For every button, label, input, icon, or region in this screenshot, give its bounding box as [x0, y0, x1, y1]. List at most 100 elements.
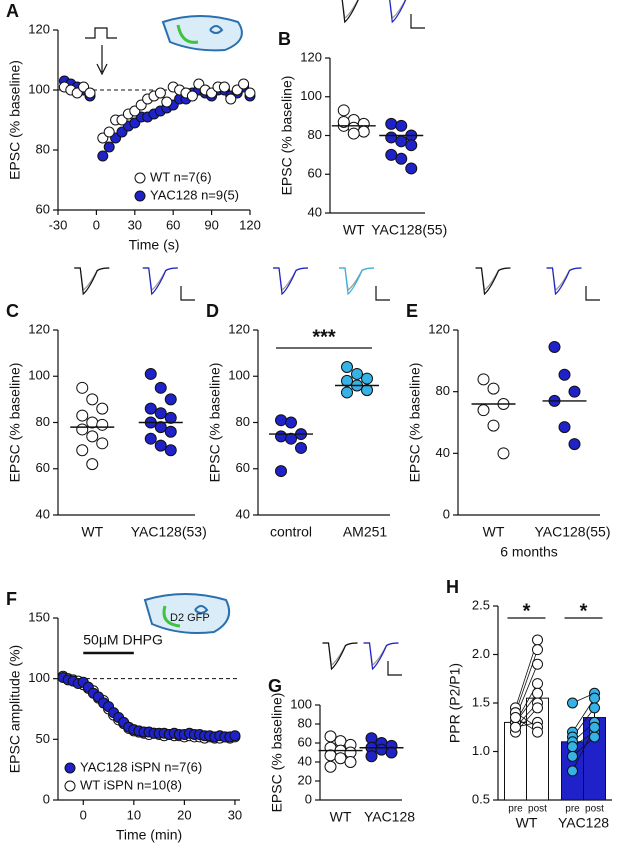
- y-axis-label: PPR (P2/P1): [447, 663, 463, 743]
- data-point: [285, 416, 297, 429]
- inset-label: D2 GFP: [170, 612, 210, 624]
- data-point: [144, 432, 157, 445]
- data-point: [558, 421, 571, 434]
- panel-label: A: [6, 1, 19, 21]
- y-tick-label: 80: [298, 715, 312, 730]
- data-point: [341, 361, 353, 373]
- y-tick-label: 2.5: [472, 597, 490, 612]
- y-tick-label: 120: [228, 321, 250, 336]
- y-tick-label: 0: [443, 506, 450, 521]
- data-point: [567, 697, 578, 709]
- legend-label: YAC128 iSPN n=7(6): [80, 759, 202, 774]
- x-tick-label: 10: [127, 807, 141, 822]
- x-tick-label: 90: [204, 217, 218, 232]
- data-point: [487, 382, 500, 395]
- legend-label: WT n=7(6): [150, 169, 212, 184]
- data-point: [532, 702, 543, 714]
- panel-label: B: [278, 29, 291, 49]
- y-tick-label: 150: [28, 609, 50, 624]
- data-point: [548, 340, 561, 353]
- scale-bar: [410, 14, 425, 29]
- data-point: [477, 373, 490, 386]
- x-tick-label: -30: [49, 217, 68, 232]
- data-point: [324, 760, 337, 773]
- trace: [322, 642, 358, 671]
- data-point: [76, 444, 89, 457]
- data-point: [154, 381, 167, 394]
- x-axis-label: 6 months: [500, 544, 558, 560]
- data-point: [395, 135, 408, 148]
- data-point: [337, 104, 350, 117]
- trace: [322, 642, 358, 667]
- trace: [74, 267, 110, 296]
- y-tick-label: 100: [290, 696, 312, 711]
- panel-label: E: [406, 301, 418, 321]
- x-tick-label: 0: [93, 217, 100, 232]
- data-point: [86, 430, 99, 443]
- y-tick-label: 1.5: [472, 694, 490, 709]
- x-tick-label: control: [270, 524, 312, 540]
- y-axis-label: EPSC (% baseline): [207, 363, 223, 483]
- data-point: [103, 126, 115, 138]
- data-point: [477, 404, 490, 417]
- trace: [142, 267, 178, 296]
- y-tick-label: 80: [436, 383, 450, 398]
- data-point: [97, 150, 109, 162]
- data-point: [532, 634, 543, 646]
- data-point: [497, 447, 510, 460]
- y-tick-label: 120: [28, 321, 50, 336]
- data-point: [589, 721, 600, 733]
- data-point: [324, 730, 337, 743]
- trace: [475, 267, 511, 296]
- x-tick-label: YAC128(55): [371, 222, 447, 238]
- data-point: [589, 692, 600, 704]
- data-point: [275, 430, 287, 443]
- y-tick-label: 40: [308, 204, 322, 219]
- data-point: [405, 139, 418, 152]
- trace: [341, 0, 359, 24]
- stimulus-arrow: [96, 45, 108, 76]
- data-point: [144, 367, 157, 380]
- x-tick-label: post: [585, 804, 604, 815]
- data-point: [229, 730, 241, 742]
- data-point: [532, 726, 543, 738]
- brain-inset: [143, 593, 230, 634]
- data-point: [76, 381, 89, 394]
- group-label: WT: [516, 815, 538, 831]
- trace: [273, 267, 309, 296]
- data-point: [341, 386, 353, 399]
- data-point: [365, 750, 378, 763]
- y-tick-label: 40: [298, 753, 312, 768]
- x-axis-label: Time (s): [129, 237, 180, 253]
- data-point: [487, 419, 500, 432]
- trace: [389, 0, 406, 20]
- data-point: [164, 411, 177, 424]
- data-point: [96, 418, 109, 431]
- data-point: [76, 409, 89, 422]
- stimulus-icon: [85, 27, 117, 39]
- trace: [475, 267, 511, 292]
- data-point: [357, 125, 370, 138]
- data-point: [344, 756, 357, 768]
- y-tick-label: 0: [305, 791, 312, 806]
- y-tick-label: 100: [300, 88, 322, 103]
- data-point: [86, 393, 99, 406]
- x-tick-label: WT: [343, 222, 365, 238]
- legend-marker: [64, 780, 76, 792]
- legend-marker: [134, 172, 146, 184]
- x-axis-label: Time (min): [116, 827, 182, 843]
- scale-bar: [180, 286, 195, 301]
- y-tick-label: 100: [228, 368, 250, 383]
- data-point: [347, 127, 360, 140]
- trace: [74, 267, 110, 292]
- y-tick-label: 100: [28, 81, 50, 96]
- data-point: [532, 644, 543, 656]
- y-tick-label: 80: [36, 414, 50, 429]
- data-point: [385, 117, 398, 130]
- y-tick-label: 60: [36, 460, 50, 475]
- x-tick-label: 0: [80, 807, 87, 822]
- data-point: [532, 678, 543, 690]
- data-point: [275, 465, 287, 478]
- data-point: [285, 432, 297, 445]
